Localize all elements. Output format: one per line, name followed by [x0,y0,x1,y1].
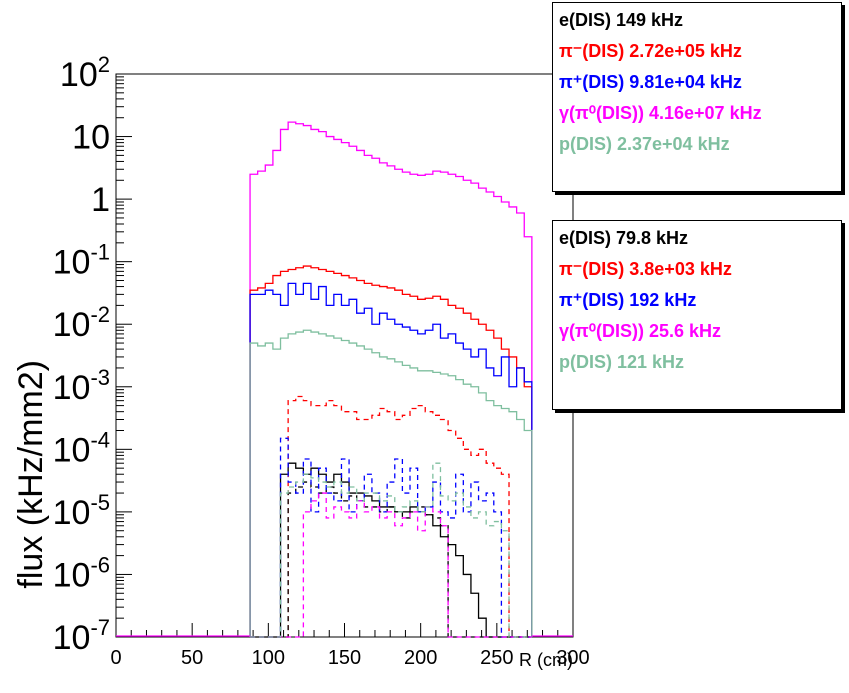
x-tick-label: 0 [110,647,121,669]
legend-entry: π⁻(DIS) 3.8e+03 kHz [559,259,732,279]
x-tick-labels: 0 50 100 150 200 250 300 [110,647,589,669]
series-line [250,462,532,638]
y-tick-label: 10-2 [53,302,110,344]
legend-entry: γ(π⁰(DIS)) 25.6 kHz [559,321,722,341]
series-line [249,265,533,637]
legend-entry: γ(π⁰(DIS)) 4.16e+07 kHz [559,103,762,123]
x-tick-label: 200 [404,647,437,669]
legend-entry: π⁺(DIS) 9.81e+04 kHz [559,72,742,92]
series-layer [116,121,573,638]
series-line [249,121,533,637]
legend-entry: π⁺(DIS) 192 kHz [559,290,697,310]
y-tick-label: 10-3 [53,365,110,407]
y-axis-label: flux (kHz/mm2) [12,360,50,589]
x-tick-label: 50 [181,647,203,669]
legend-entry: p(DIS) 2.37e+04 kHz [559,134,730,154]
series-line [250,492,532,638]
legend-entry: e(DIS) 149 kHz [559,10,684,30]
y-tick-label: 10-4 [53,427,110,469]
axis-ticks [115,73,574,638]
series-line [250,481,532,638]
y-tick-label: 102 [60,52,110,94]
series-line [249,282,533,637]
y-tick-label: 10-5 [53,490,110,532]
legend-entry: e(DIS) 79.8 kHz [559,228,689,248]
legend-entry: p(DIS) 121 kHz [559,352,685,372]
y-tick-label: 10-6 [53,552,110,594]
y-tick-label: 10-1 [53,240,110,282]
y-tick-label: 10 [72,119,110,157]
y-tick-labels: 102 10 1 10-1 10-2 10-3 10-4 10-5 10-6 10-7 [53,52,110,657]
legend-entry: π⁻(DIS) 2.72e+05 kHz [559,41,742,61]
x-tick-label: 300 [556,647,589,669]
x-axis-label: R (cm) [519,650,573,670]
x-tick-label: 150 [328,647,361,669]
x-tick-label: 100 [252,647,285,669]
series-line [249,329,533,637]
series-line [250,437,532,638]
x-tick-label: 250 [480,647,513,669]
series-line [250,395,532,638]
series-line [250,462,532,638]
y-tick-label: 1 [91,181,110,219]
plot-frame [115,73,574,638]
y-tick-label: 10-7 [53,615,110,657]
legend-bottom: e(DIS) 79.8 kHz π⁻(DIS) 3.8e+03 kHz π⁺(D… [552,220,842,410]
legend-top: e(DIS) 149 kHz π⁻(DIS) 2.72e+05 kHz π⁺(D… [552,2,842,192]
